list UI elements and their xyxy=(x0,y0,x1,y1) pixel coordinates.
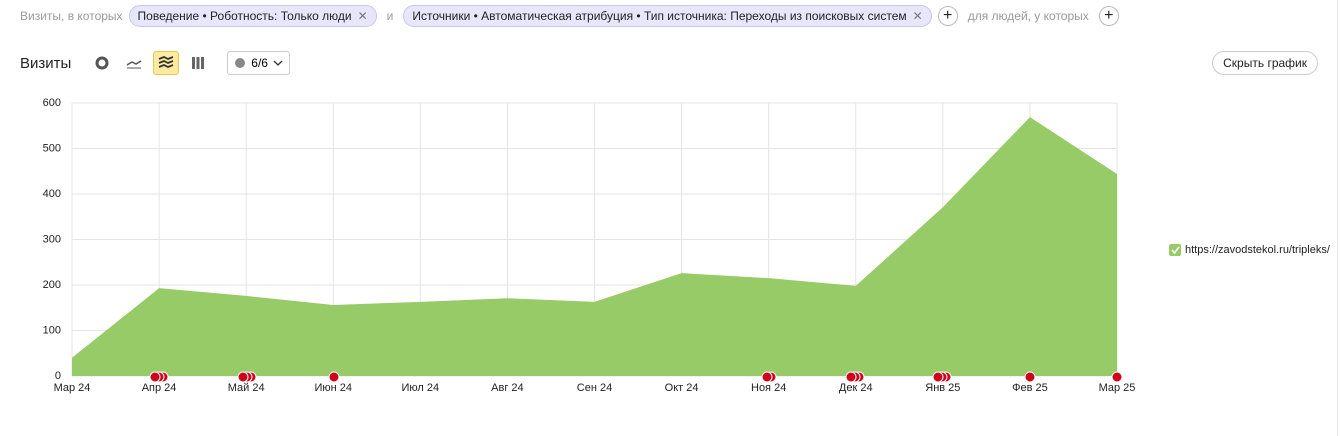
annotations-count: 6/6 xyxy=(251,56,268,70)
icon xyxy=(273,60,283,66)
people-label: для людей, у которых xyxy=(967,9,1089,23)
annotation-marker xyxy=(761,371,773,383)
area-icon[interactable] xyxy=(153,51,180,75)
x-tick-label: Июл 24 xyxy=(402,382,440,394)
y-tick-label: 400 xyxy=(43,188,61,200)
filter-bar: Визиты, в которых Поведение • Роботность… xyxy=(20,5,1119,27)
x-tick-label: Фев 25 xyxy=(1012,382,1048,394)
pie-icon[interactable] xyxy=(89,51,115,75)
icon xyxy=(158,56,174,68)
add-button[interactable]: + xyxy=(1098,6,1119,26)
annotation-marker xyxy=(1111,371,1123,383)
y-tick-label: 500 xyxy=(43,142,61,154)
filter-pill[interactable]: Источники • Автоматическая атрибуция • Т… xyxy=(403,5,932,27)
x-tick-label: Апр 24 xyxy=(142,382,177,394)
legend-label: https://zavodstekol.ru/tripleks/ xyxy=(1185,244,1331,256)
annotation-marker xyxy=(932,371,944,383)
icon xyxy=(95,56,109,70)
check xyxy=(1171,246,1180,255)
annotation-marker xyxy=(1024,371,1036,383)
y-tick-label: 100 xyxy=(43,324,61,336)
annotation-marker xyxy=(328,371,340,383)
x-tick-label: Сен 24 xyxy=(577,382,612,394)
icon xyxy=(126,60,142,69)
icon xyxy=(192,57,205,69)
y-tick-label: 300 xyxy=(43,233,61,245)
filter-text: Поведение • Роботность: Только люди xyxy=(137,9,352,23)
y-tick-label: 600 xyxy=(43,97,61,109)
filter-text: Источники • Автоматическая атрибуция • Т… xyxy=(412,9,907,23)
filter-pill[interactable]: Поведение • Роботность: Только люди ✕ xyxy=(128,5,377,27)
legend-checkbox[interactable] xyxy=(1169,244,1181,256)
area xyxy=(72,117,1117,376)
y-tick-label: 0 xyxy=(55,370,61,382)
remove-icon[interactable]: ✕ xyxy=(912,9,923,23)
x-tick-label: Ноя 24 xyxy=(751,382,786,394)
add-button[interactable]: + xyxy=(937,6,958,26)
x-tick-label: Янв 25 xyxy=(925,382,960,394)
annotation-marker xyxy=(845,371,857,383)
line-icon[interactable] xyxy=(121,51,147,75)
x-tick-label: Мар 25 xyxy=(1099,382,1136,394)
annotation-marker xyxy=(149,371,161,383)
annotations-dropdown[interactable]: 6/6 xyxy=(227,51,290,75)
x-tick-label: Дек 24 xyxy=(839,382,873,394)
icon xyxy=(235,58,246,68)
x-tick-label: Июн 24 xyxy=(314,382,352,394)
x-tick-label: Мар 24 xyxy=(54,382,91,394)
annotation-marker xyxy=(237,371,249,383)
bar-icon[interactable] xyxy=(185,51,211,75)
x-tick-label: Авг 24 xyxy=(491,382,523,394)
button-label: Скрыть график xyxy=(1223,56,1307,70)
x-tick-label: Окт 24 xyxy=(665,382,699,394)
remove-icon[interactable]: ✕ xyxy=(357,9,368,23)
filter-prefix: Визиты, в которых xyxy=(20,9,123,23)
toolbar: Визиты 6/6 Скрыть график xyxy=(20,50,1320,76)
y-tick-label: 200 xyxy=(43,279,61,291)
chart-title: Визиты xyxy=(20,54,72,72)
joiner: и xyxy=(386,9,394,23)
hide-chart-button[interactable]: Скрыть график xyxy=(1212,51,1318,75)
x-tick-label: Май 24 xyxy=(228,382,265,394)
